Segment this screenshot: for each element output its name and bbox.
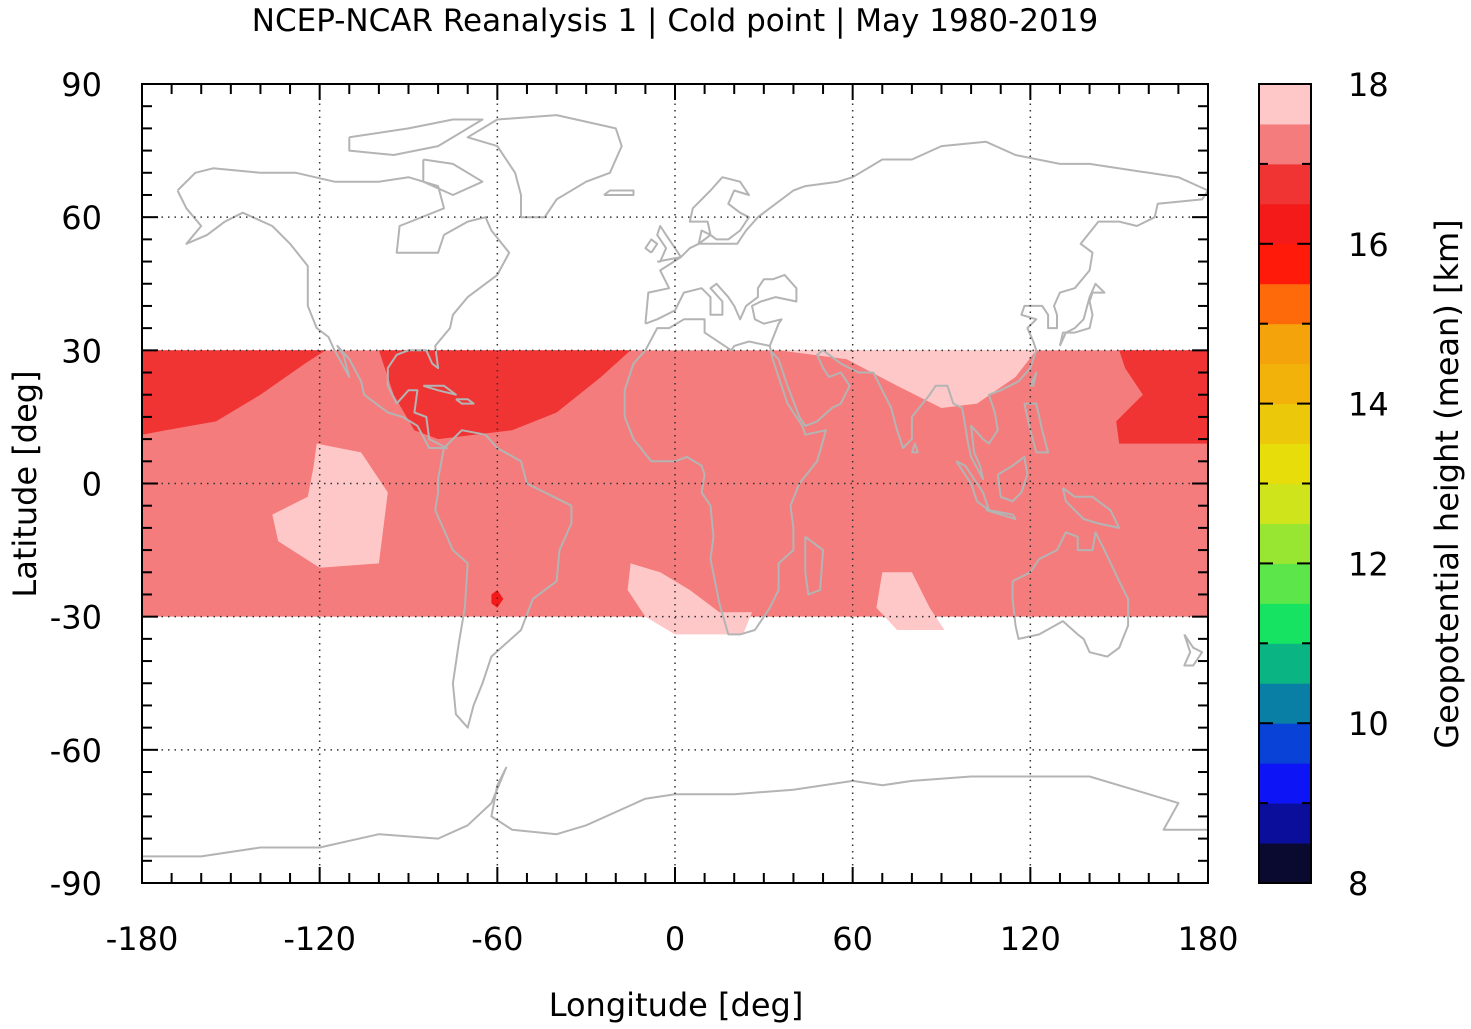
colorbar-tick-label: 8 — [1348, 865, 1368, 903]
grid-lines — [142, 84, 1208, 883]
region-east-pacific-high — [272, 443, 388, 568]
colorbar-segment — [1259, 84, 1311, 125]
coastline — [1029, 371, 1038, 387]
coastline — [985, 509, 1017, 520]
chart-title: NCEP-NCAR Reanalysis 1 | Cold point | Ma… — [251, 3, 1099, 39]
colorbar-segment — [1259, 323, 1311, 365]
colorbar-segment — [1259, 563, 1311, 604]
region-asia-high — [778, 350, 1037, 408]
colorbar-tick-label: 16 — [1348, 226, 1389, 264]
colorbar-segment — [1259, 363, 1311, 405]
colorbar-segment — [1259, 603, 1311, 644]
coastline — [142, 766, 1208, 858]
coastline — [910, 442, 919, 454]
colorbar-segment — [1259, 643, 1311, 684]
colorbar-segment — [1259, 683, 1311, 724]
x-tick-label: 120 — [1000, 920, 1061, 958]
colorbar — [1258, 83, 1312, 884]
x-tick-label: -60 — [471, 920, 523, 958]
colorbar-title: Geopotential height (mean) [km] — [1428, 219, 1466, 748]
x-axis-tick-labels: -180 -120 -60 0 60 120 180 — [106, 920, 1239, 958]
region-north-atlantic — [378, 350, 631, 440]
colorbar-segment — [1259, 403, 1311, 445]
coastline — [804, 535, 825, 596]
coastline — [603, 189, 635, 196]
y-tick-label: -60 — [50, 732, 102, 770]
coastline — [1011, 531, 1130, 658]
colorbar-segment — [1259, 763, 1311, 804]
x-tick-label: -120 — [283, 920, 356, 958]
coastline — [1023, 402, 1050, 454]
coastline — [434, 429, 573, 729]
colorbar-segment — [1259, 163, 1311, 205]
coastline — [996, 455, 1029, 503]
colorbar-segment — [1259, 803, 1311, 844]
coastline — [1183, 633, 1204, 667]
region-indian-ocean-high — [876, 572, 945, 630]
x-tick-label: -180 — [106, 920, 179, 958]
coastline — [769, 189, 1209, 481]
colorbar-segment — [1259, 123, 1311, 165]
y-tick-label: -90 — [50, 865, 102, 903]
coastline — [1061, 487, 1121, 529]
region-north-pacific-west — [142, 350, 326, 435]
colorbar-tick-label: 18 — [1348, 66, 1389, 104]
coastlines — [142, 114, 1209, 858]
colorbar-tick-labels: 18 16 14 12 10 8 — [1348, 66, 1389, 903]
coastline — [645, 273, 798, 347]
colorbar-tick-label: 10 — [1348, 705, 1389, 743]
coastline — [422, 158, 484, 196]
y-tick-label: 30 — [61, 332, 102, 370]
x-axis-title: Longitude [deg] — [549, 986, 804, 1024]
colorbar-segment — [1259, 283, 1311, 325]
x-tick-label: 60 — [832, 920, 873, 958]
coastline — [466, 114, 623, 219]
y-tick-label: 60 — [61, 199, 102, 237]
colorbar-segment — [1259, 843, 1311, 884]
y-axis-title: Latitude [deg] — [6, 370, 44, 597]
region-north-pacific-east — [1116, 350, 1208, 444]
colorbar-segment — [1259, 203, 1311, 245]
axis-ticks — [141, 83, 1209, 884]
colorbar-tick-label: 14 — [1348, 386, 1389, 424]
x-tick-label: 180 — [1177, 920, 1238, 958]
y-tick-label: -30 — [50, 599, 102, 637]
y-tick-label: 90 — [61, 66, 102, 104]
colorbar-segment — [1259, 483, 1311, 524]
colorbar-segment — [1259, 243, 1311, 285]
coastline — [623, 318, 827, 636]
y-tick-label: 0 — [82, 466, 102, 504]
colorbar-segment — [1259, 523, 1311, 564]
coastline — [423, 384, 457, 396]
coastline — [1058, 282, 1106, 347]
coastline — [656, 225, 682, 263]
x-tick-label: 0 — [665, 920, 685, 958]
colorbar-segment — [1259, 443, 1311, 484]
coastline — [348, 118, 484, 156]
coastline — [455, 398, 475, 405]
colorbar-segment — [1259, 723, 1311, 764]
coastline — [644, 140, 1209, 324]
coastline — [644, 238, 659, 254]
y-axis-tick-labels: 90 60 30 0 -30 -60 -90 — [50, 66, 102, 903]
coastline — [176, 167, 511, 449]
colorbar-tick-label: 12 — [1348, 545, 1389, 583]
